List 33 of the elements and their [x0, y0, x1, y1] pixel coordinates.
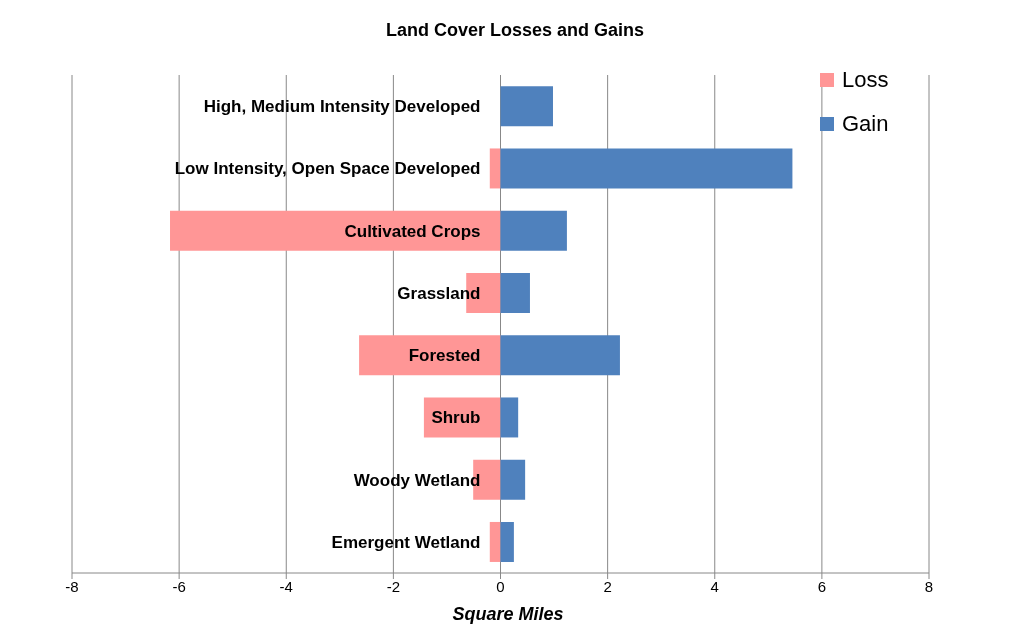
bar [489, 521, 501, 562]
bar [500, 521, 514, 562]
y-tick-label: Grassland [397, 283, 481, 303]
x-axis-title: Square Miles [451, 604, 565, 625]
bar [500, 148, 793, 189]
y-tick-label: Forested [408, 346, 481, 366]
x-tick-label: -2 [386, 577, 401, 595]
x-tick-label: 4 [710, 577, 719, 595]
bar [500, 335, 620, 376]
bar [489, 148, 501, 189]
bar [500, 397, 519, 438]
bar [359, 335, 501, 376]
x-tick-label: 8 [924, 577, 934, 595]
y-tick-label: Shrub [431, 408, 481, 428]
bar [500, 272, 530, 313]
y-tick-label: Emergent Wetland [331, 532, 481, 552]
y-tick-label: Low Intensity, Open Space Developed [174, 159, 481, 179]
y-tick-label: Woody Wetland [353, 470, 481, 490]
bar [170, 210, 501, 251]
x-tick-label: -8 [65, 577, 79, 595]
bar [500, 86, 553, 127]
bar [500, 210, 567, 251]
bar [500, 459, 526, 500]
x-tick-label: -6 [172, 577, 186, 595]
x-tick-label: 6 [817, 577, 827, 595]
chart-title: Land Cover Losses and Gains [384, 20, 646, 41]
x-tick-label: -4 [279, 577, 293, 595]
y-tick-label: High, Medium Intensity Developed [203, 97, 481, 117]
y-tick-label: Cultivated Crops [344, 221, 481, 241]
legend-label: Loss [841, 66, 890, 94]
x-tick-label: 2 [603, 577, 612, 595]
legend-label: Gain [841, 110, 890, 138]
x-tick-label: 0 [496, 577, 505, 595]
